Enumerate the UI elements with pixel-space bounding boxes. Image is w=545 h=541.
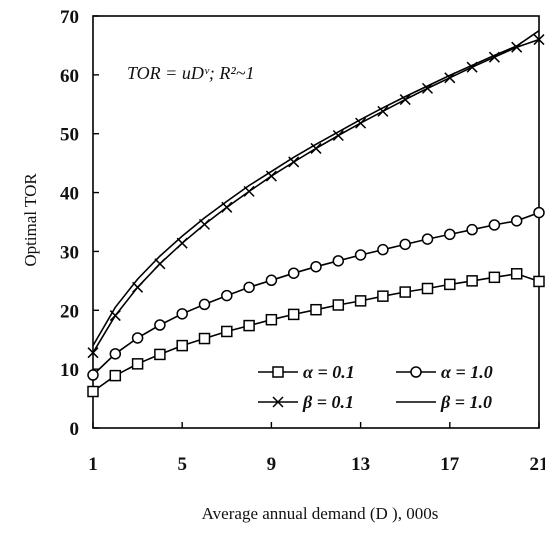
legend-label: β = 1.0 [440,392,492,412]
data-point-alpha-1-0 [399,238,411,251]
data-point-alpha-1-0 [510,215,523,227]
y-tick-label: 30 [60,242,79,263]
data-point-alpha-1-0 [466,223,478,236]
data-point-alpha-0-1 [354,295,367,307]
data-point-alpha-1-0 [354,249,367,261]
y-tick-label: 40 [60,184,79,205]
data-point-alpha-1-0 [265,274,278,287]
data-point-alpha-1-0 [332,255,345,267]
data-point-alpha-1-0 [533,206,545,219]
data-point-beta-0-1 [265,170,277,182]
data-point-alpha-0-1 [466,275,478,287]
y-tick-label: 10 [60,360,79,381]
legend-marker [410,366,422,378]
data-point-alpha-1-0 [131,332,144,344]
data-point-beta-0-1 [377,105,389,117]
legend-label: α = 0.1 [303,362,355,382]
data-point-alpha-0-1 [221,325,233,338]
data-point-beta-0-1 [533,34,545,46]
data-point-alpha-1-0 [310,260,322,273]
y-tick-label: 60 [60,66,79,87]
data-point-alpha-1-0 [109,348,122,360]
data-point-alpha-1-0 [221,289,233,302]
data-point-beta-0-1 [87,347,99,359]
legend-items: α = 0.1 α = 1.0 β = 0.1 β = 1.0 [258,362,493,412]
legend-label: α = 1.0 [441,362,493,382]
y-tick-label: 20 [60,301,79,322]
data-point-alpha-0-1 [154,348,166,361]
series-alpha-1-0 [87,206,545,381]
y-axis-title: Optimal TOR [21,173,40,267]
legend-marker [272,366,284,378]
data-point-alpha-1-0 [421,233,434,245]
plot-frame [92,15,540,429]
legend-item-beta-1-0: β = 1.0 [396,392,492,412]
x-tick-label: 13 [351,454,370,475]
data-point-alpha-1-0 [154,319,166,331]
legend-item-alpha-0-1: α = 0.1 [258,362,355,382]
data-point-alpha-0-1 [109,369,122,382]
data-point-alpha-0-1 [287,308,300,321]
legend-item-alpha-1-0: α = 1.0 [396,362,493,382]
data-point-alpha-0-1 [243,319,255,332]
legend: α = 0.1 α = 1.0 β = 0.1 β = 1.0 [255,350,535,420]
x-axis: 1 5 9 13 17 21 [88,422,545,475]
data-point-beta-0-1 [310,142,322,154]
model-annotation: TOR = uDᵛ; R²~1 [127,63,255,83]
data-point-alpha-0-1 [198,332,211,345]
y-tick-label: 0 [70,419,80,440]
data-point-alpha-1-0 [198,298,211,311]
data-point-alpha-1-0 [243,281,255,294]
data-point-beta-0-1 [288,156,300,168]
legend-marker [272,396,284,408]
data-point-alpha-0-1 [444,278,456,291]
x-tick-label: 5 [177,454,187,475]
x-tick-label: 17 [440,454,460,475]
data-point-alpha-1-0 [377,243,389,256]
data-point-alpha-0-1 [131,358,144,370]
legend-item-beta-0-1: β = 0.1 [258,392,354,412]
series-line-beta-1-0 [92,30,540,347]
data-point-alpha-0-1 [488,271,501,284]
x-tick-label: 1 [88,454,98,475]
data-point-alpha-0-1 [176,339,188,352]
plot-area-border [92,15,540,429]
data-point-alpha-0-1 [265,313,278,326]
data-point-alpha-0-1 [399,286,411,298]
data-point-beta-0-1 [355,117,367,129]
y-tick-label: 70 [60,7,79,28]
x-tick-label: 21 [530,454,545,475]
data-point-alpha-0-1 [510,268,523,280]
data-point-alpha-1-0 [488,219,501,231]
data-point-beta-0-1 [332,129,344,142]
data-point-beta-0-1 [399,94,411,106]
x-tick-label: 9 [267,454,277,475]
series-alpha-0-1 [87,268,545,398]
series-layer [87,30,545,398]
data-point-alpha-1-0 [444,228,456,241]
data-point-alpha-0-1 [87,385,99,398]
data-point-alpha-1-0 [87,369,99,381]
legend-box [255,350,535,420]
data-point-alpha-1-0 [287,267,300,279]
legend-label: β = 0.1 [302,392,354,412]
data-point-alpha-0-1 [332,299,345,311]
data-point-alpha-0-1 [533,275,545,288]
data-point-alpha-0-1 [421,282,434,295]
x-axis-title: Average annual demand (D ), 000s [202,504,439,523]
y-tick-label: 50 [60,125,79,146]
data-point-alpha-0-1 [377,290,389,302]
series-beta-1-0 [92,30,540,347]
data-point-alpha-1-0 [176,308,188,320]
data-point-alpha-0-1 [310,303,322,316]
y-axis: 0 10 20 30 40 50 60 70 [60,7,99,440]
